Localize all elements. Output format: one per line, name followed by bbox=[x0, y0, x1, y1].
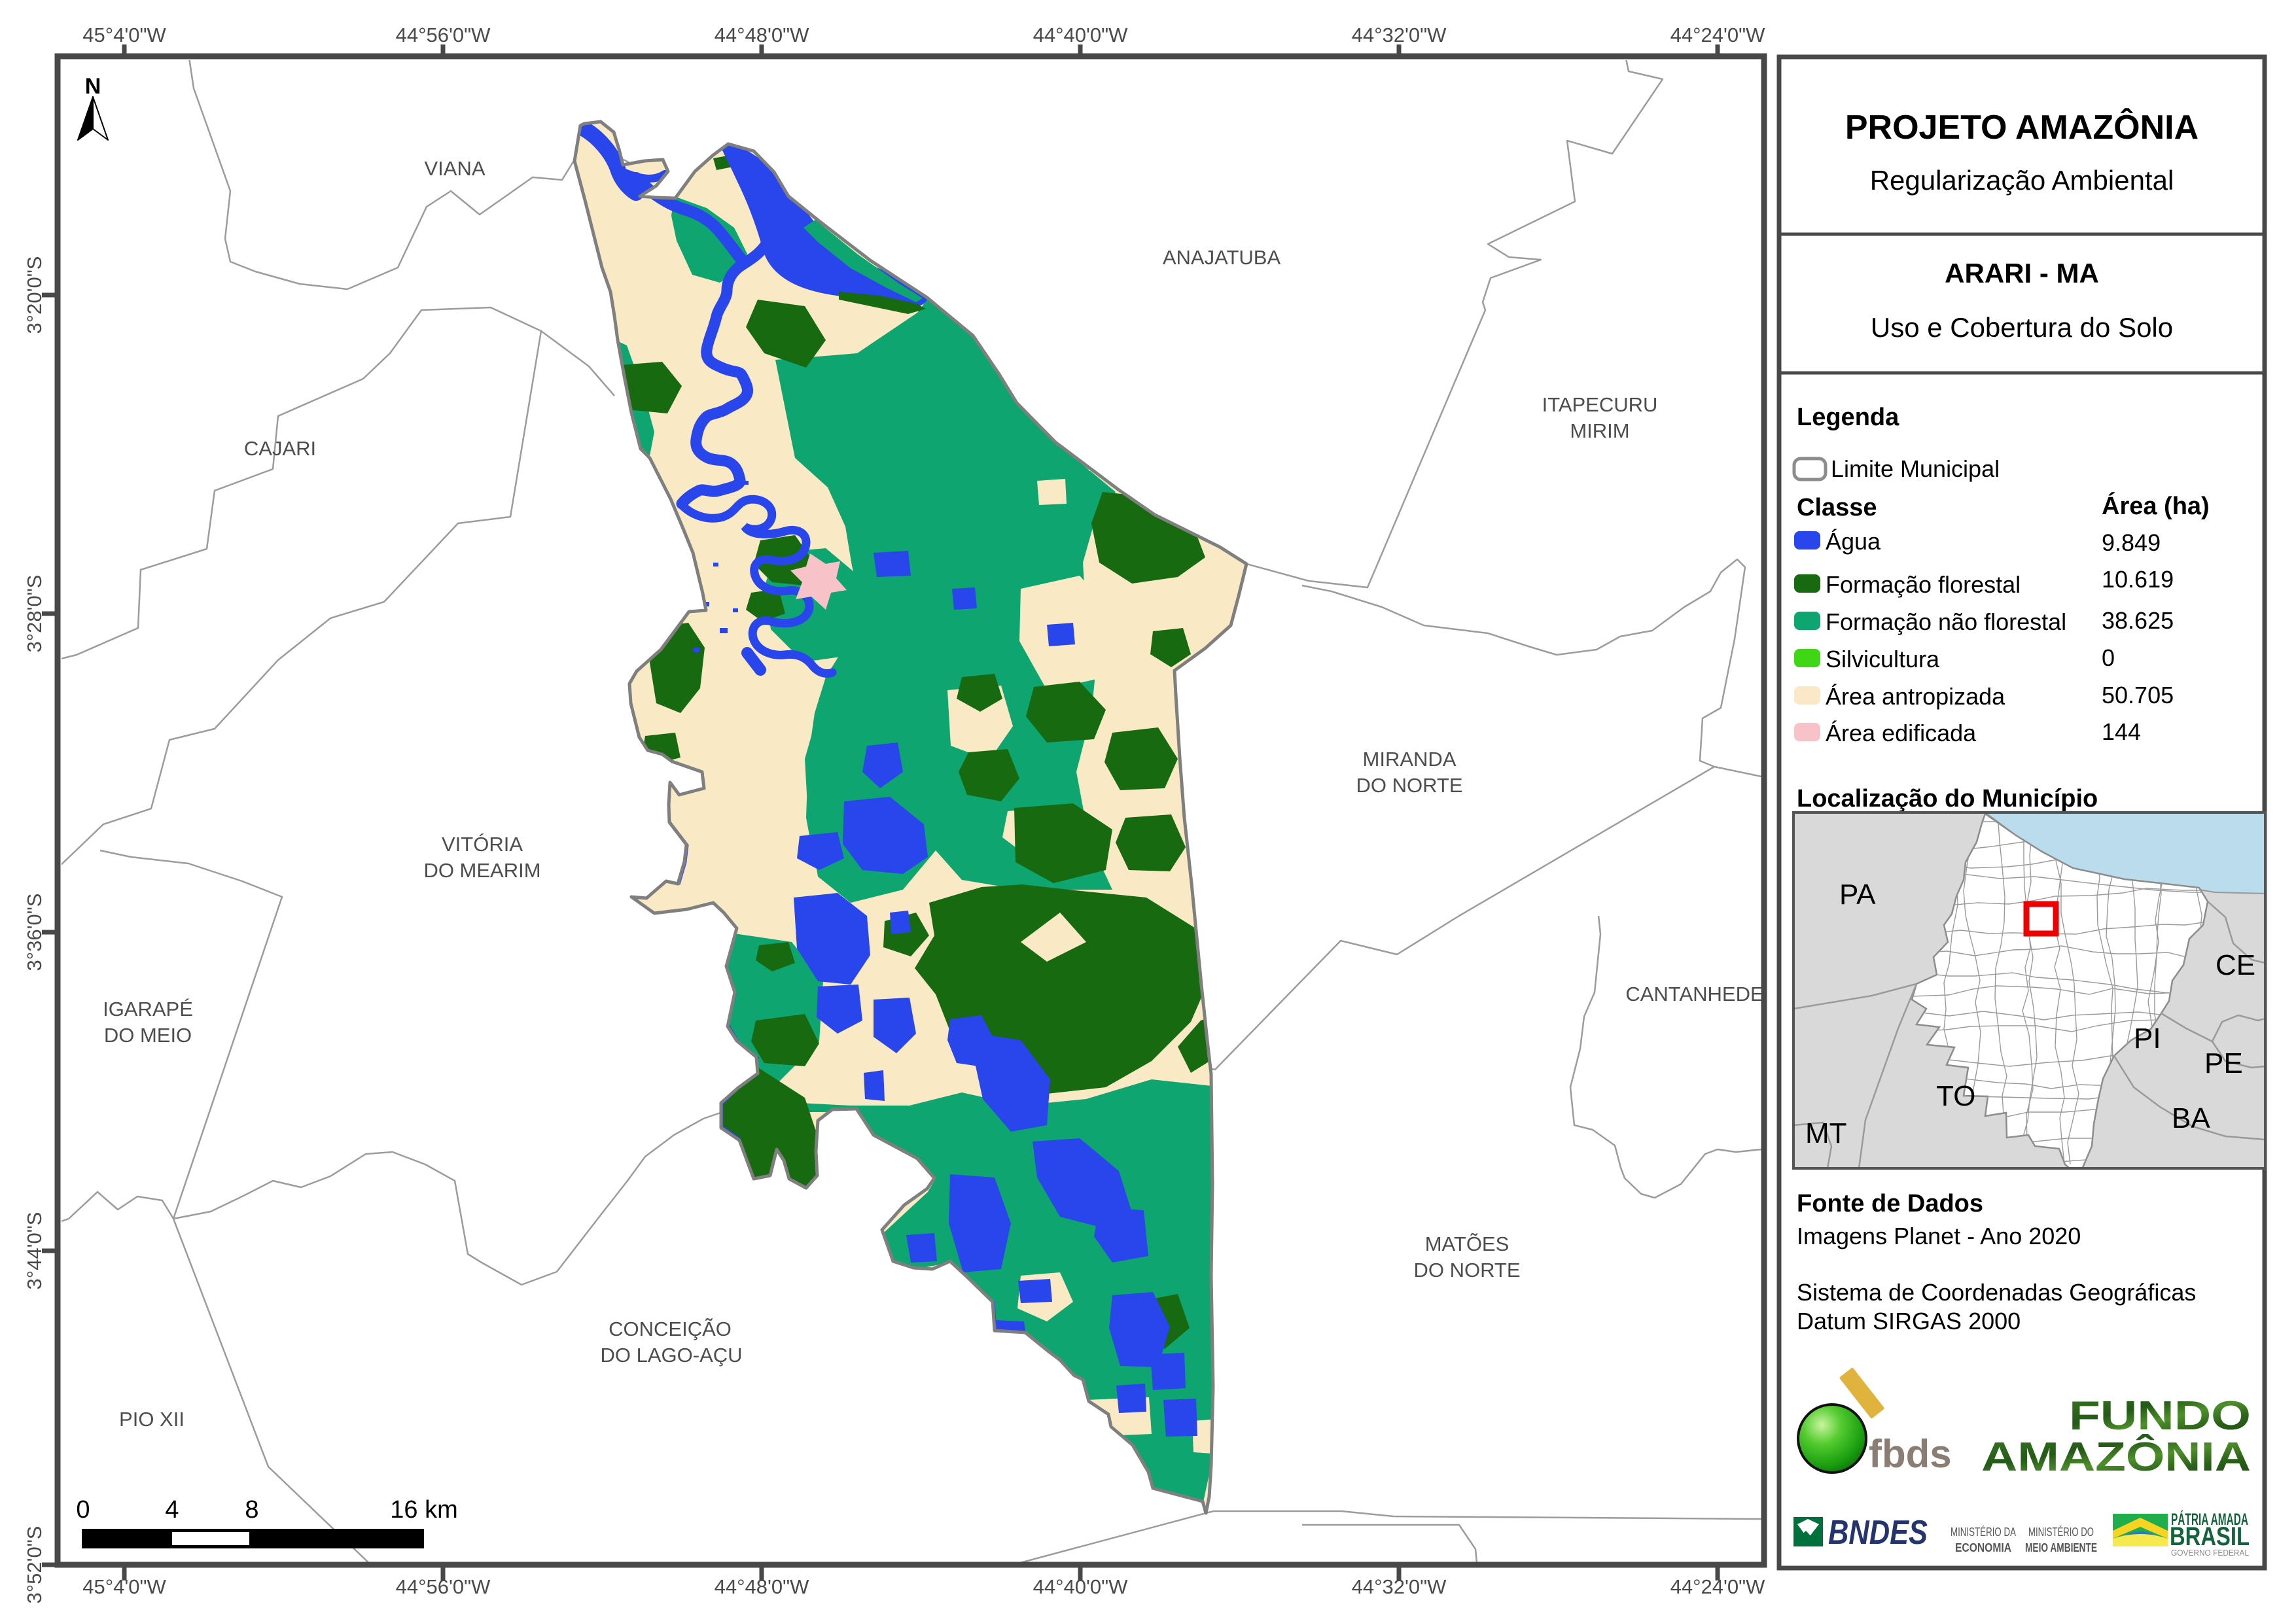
svg-text:MT: MT bbox=[1805, 1117, 1847, 1149]
svg-text:VITÓRIA: VITÓRIA bbox=[442, 833, 523, 856]
svg-text:ITAPECURU: ITAPECURU bbox=[1542, 393, 1658, 416]
svg-text:DO NORTE: DO NORTE bbox=[1356, 774, 1462, 797]
svg-text:45°4'0"W: 45°4'0"W bbox=[82, 1575, 166, 1598]
svg-text:0: 0 bbox=[76, 1496, 90, 1524]
svg-text:N: N bbox=[85, 74, 101, 99]
svg-text:ECONOMIA: ECONOMIA bbox=[1955, 1541, 2011, 1554]
svg-text:fbds: fbds bbox=[1869, 1432, 1952, 1476]
svg-text:MINISTÉRIO DO: MINISTÉRIO DO bbox=[2028, 1526, 2094, 1539]
svg-text:DO NORTE: DO NORTE bbox=[1413, 1259, 1520, 1282]
svg-text:DO MEARIM: DO MEARIM bbox=[423, 859, 540, 882]
svg-text:Datum SIRGAS 2000: Datum SIRGAS 2000 bbox=[1797, 1308, 2021, 1335]
svg-text:44°48'0"W: 44°48'0"W bbox=[715, 1575, 810, 1598]
svg-text:44°56'0"W: 44°56'0"W bbox=[396, 1575, 491, 1598]
svg-text:DO LAGO-AÇU: DO LAGO-AÇU bbox=[600, 1344, 742, 1367]
svg-text:10.619: 10.619 bbox=[2102, 566, 2174, 593]
svg-text:TO: TO bbox=[1936, 1080, 1975, 1112]
svg-text:FUNDO: FUNDO bbox=[2069, 1393, 2251, 1439]
svg-text:Uso e Cobertura do Solo: Uso e Cobertura do Solo bbox=[1871, 312, 2173, 343]
svg-text:3°28'0"S: 3°28'0"S bbox=[23, 575, 46, 653]
svg-text:BA: BA bbox=[2172, 1102, 2210, 1134]
svg-text:GOVERNO FEDERAL: GOVERNO FEDERAL bbox=[2171, 1548, 2249, 1558]
svg-text:Água: Água bbox=[1826, 528, 1881, 555]
svg-text:CONCEIÇÃO: CONCEIÇÃO bbox=[609, 1318, 732, 1340]
svg-text:44°24'0"W: 44°24'0"W bbox=[1670, 1575, 1766, 1598]
svg-text:3°36'0"S: 3°36'0"S bbox=[23, 894, 46, 971]
svg-text:44°40'0"W: 44°40'0"W bbox=[1033, 24, 1129, 46]
svg-text:Classe: Classe bbox=[1797, 494, 1877, 521]
svg-text:MIRIM: MIRIM bbox=[1570, 419, 1629, 442]
svg-text:3°52'0"S: 3°52'0"S bbox=[23, 1526, 46, 1604]
svg-text:ARARI - MA: ARARI - MA bbox=[1945, 258, 2099, 288]
svg-text:MATÕES: MATÕES bbox=[1425, 1232, 1510, 1255]
svg-text:Área antropizada: Área antropizada bbox=[1826, 683, 2005, 710]
svg-text:44°32'0"W: 44°32'0"W bbox=[1352, 24, 1447, 46]
svg-text:44°40'0"W: 44°40'0"W bbox=[1033, 1575, 1129, 1598]
svg-text:PI: PI bbox=[2134, 1022, 2161, 1055]
svg-text:50.705: 50.705 bbox=[2102, 682, 2174, 708]
svg-text:8: 8 bbox=[245, 1496, 258, 1524]
svg-text:Localização do Município: Localização do Município bbox=[1797, 785, 2098, 812]
svg-text:38.625: 38.625 bbox=[2102, 607, 2174, 634]
svg-text:44°32'0"W: 44°32'0"W bbox=[1352, 1575, 1447, 1598]
svg-text:CE: CE bbox=[2216, 949, 2255, 981]
svg-text:CAJARI: CAJARI bbox=[244, 437, 316, 460]
svg-text:Limite Municipal: Limite Municipal bbox=[1831, 455, 2000, 482]
svg-text:Área (ha): Área (ha) bbox=[2102, 491, 2210, 520]
svg-text:144: 144 bbox=[2102, 718, 2141, 745]
svg-text:ANAJATUBA: ANAJATUBA bbox=[1163, 246, 1281, 269]
svg-text:Silvicultura: Silvicultura bbox=[1826, 646, 1940, 672]
svg-text:Imagens Planet - Ano 2020: Imagens Planet - Ano 2020 bbox=[1797, 1223, 2081, 1249]
svg-text:PROJETO AMAZÔNIA: PROJETO AMAZÔNIA bbox=[1845, 108, 2199, 147]
svg-text:Sistema de Coordenadas Geográf: Sistema de Coordenadas Geográficas bbox=[1797, 1279, 2196, 1306]
svg-text:PIO XII: PIO XII bbox=[119, 1408, 185, 1431]
svg-text:44°56'0"W: 44°56'0"W bbox=[396, 24, 491, 46]
svg-text:44°24'0"W: 44°24'0"W bbox=[1670, 24, 1766, 46]
svg-text:44°48'0"W: 44°48'0"W bbox=[715, 24, 810, 46]
svg-text:Área edificada: Área edificada bbox=[1826, 720, 1977, 746]
svg-text:9.849: 9.849 bbox=[2102, 529, 2161, 556]
svg-text:45°4'0"W: 45°4'0"W bbox=[82, 24, 166, 46]
svg-text:BNDES: BNDES bbox=[1828, 1514, 1928, 1552]
svg-text:AMAZÔNIA: AMAZÔNIA bbox=[1981, 1435, 2251, 1480]
svg-text:DO MEIO: DO MEIO bbox=[104, 1024, 192, 1047]
svg-text:BRASIL: BRASIL bbox=[2170, 1522, 2250, 1551]
svg-text:MEIO AMBIENTE: MEIO AMBIENTE bbox=[2025, 1541, 2097, 1554]
svg-text:MIRANDA: MIRANDA bbox=[1363, 748, 1457, 771]
svg-text:0: 0 bbox=[2102, 644, 2115, 671]
svg-text:Legenda: Legenda bbox=[1797, 404, 1899, 431]
svg-text:Formação florestal: Formação florestal bbox=[1826, 571, 2021, 598]
svg-text:VIANA: VIANA bbox=[424, 157, 485, 180]
svg-text:PA: PA bbox=[1839, 879, 1876, 911]
svg-text:MINISTÉRIO DA: MINISTÉRIO DA bbox=[1951, 1526, 2016, 1539]
svg-text:IGARAPÉ: IGARAPÉ bbox=[103, 998, 193, 1021]
svg-text:PE: PE bbox=[2204, 1047, 2243, 1079]
svg-text:16 km: 16 km bbox=[390, 1496, 457, 1524]
svg-text:Fonte de Dados: Fonte de Dados bbox=[1797, 1190, 1983, 1217]
svg-text:Regularização Ambiental: Regularização Ambiental bbox=[1870, 165, 2174, 196]
svg-text:PÁTRIA AMADA: PÁTRIA AMADA bbox=[2171, 1510, 2248, 1529]
svg-text:Formação não florestal: Formação não florestal bbox=[1826, 608, 2066, 635]
svg-text:3°44'0"S: 3°44'0"S bbox=[23, 1212, 46, 1290]
svg-text:3°20'0"S: 3°20'0"S bbox=[23, 256, 46, 334]
svg-text:4: 4 bbox=[165, 1496, 179, 1524]
svg-text:CANTANHEDE: CANTANHEDE bbox=[1625, 983, 1763, 1005]
